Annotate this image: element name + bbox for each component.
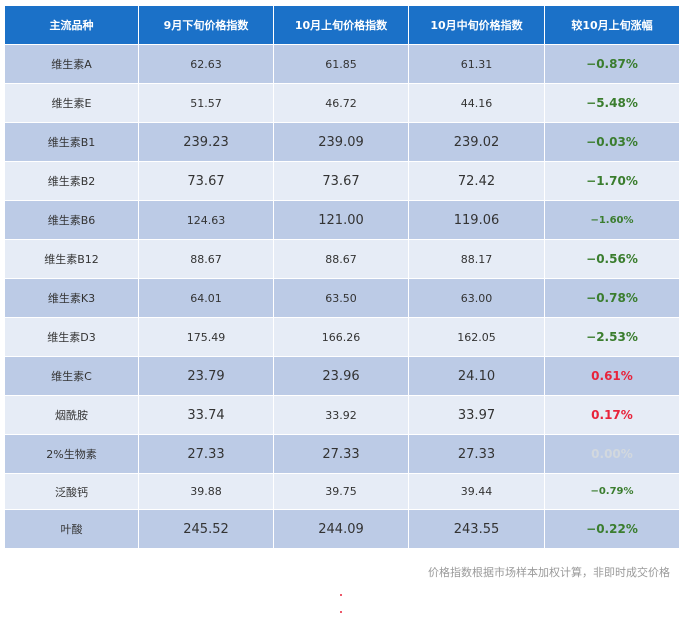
table-row: 维生素B2 73.67 73.67 72.42 −1.70% [4, 161, 680, 201]
table-row: 维生素E 51.57 46.72 44.16 −5.48% [4, 83, 680, 123]
oct-mid-index-cell: 72.42 [408, 161, 545, 201]
change-cell: −0.87% [544, 44, 680, 84]
change-cell: −0.78% [544, 278, 680, 318]
table-row: 维生素K3 64.01 63.50 63.00 −0.78% [4, 278, 680, 318]
oct-early-index-cell: 239.09 [273, 122, 409, 162]
table-row: 维生素A 62.63 61.85 61.31 −0.87% [4, 44, 680, 84]
change-cell: −1.60% [544, 200, 680, 240]
oct-mid-index-cell: 27.33 [408, 434, 545, 474]
sep-index-cell: 39.88 [138, 473, 274, 510]
oct-early-index-cell: 244.09 [273, 509, 409, 549]
sep-index-cell: 88.67 [138, 239, 274, 279]
sep-index-cell: 27.33 [138, 434, 274, 474]
change-cell: −2.53% [544, 317, 680, 357]
sep-index-cell: 73.67 [138, 161, 274, 201]
variety-cell: 维生素B12 [4, 239, 139, 279]
variety-cell: 维生素E [4, 83, 139, 123]
header-sep-late: 9月下旬价格指数 [138, 5, 274, 45]
change-cell: −0.03% [544, 122, 680, 162]
table-row: 维生素B12 88.67 88.67 88.17 −0.56% [4, 239, 680, 279]
table-row: 维生素C 23.79 23.96 24.10 0.61% [4, 356, 680, 396]
sep-index-cell: 62.63 [138, 44, 274, 84]
variety-cell: 维生素B2 [4, 161, 139, 201]
oct-mid-index-cell: 24.10 [408, 356, 545, 396]
table-row: 维生素B1 239.23 239.09 239.02 −0.03% [4, 122, 680, 162]
variety-cell: 泛酸钙 [4, 473, 139, 510]
table-row: 泛酸钙 39.88 39.75 39.44 −0.79% [4, 473, 680, 510]
header-oct-early: 10月上旬价格指数 [273, 5, 409, 45]
decorative-dot [340, 611, 342, 613]
variety-cell: 维生素B1 [4, 122, 139, 162]
oct-mid-index-cell: 44.16 [408, 83, 545, 123]
table-row: 2%生物素 27.33 27.33 27.33 0.00% [4, 434, 680, 474]
table-row: 维生素B6 124.63 121.00 119.06 −1.60% [4, 200, 680, 240]
footnote: 价格指数根据市场样本加权计算，非即时成交价格 [428, 566, 670, 579]
sep-index-cell: 239.23 [138, 122, 274, 162]
change-cell: 0.61% [544, 356, 680, 396]
oct-early-index-cell: 121.00 [273, 200, 409, 240]
oct-early-index-cell: 46.72 [273, 83, 409, 123]
sep-index-cell: 23.79 [138, 356, 274, 396]
header-oct-mid: 10月中旬价格指数 [408, 5, 545, 45]
oct-early-index-cell: 27.33 [273, 434, 409, 474]
change-cell: 0.00% [544, 434, 680, 474]
oct-early-index-cell: 23.96 [273, 356, 409, 396]
oct-early-index-cell: 39.75 [273, 473, 409, 510]
table-row: 烟酰胺 33.74 33.92 33.97 0.17% [4, 395, 680, 435]
variety-cell: 叶酸 [4, 509, 139, 549]
sep-index-cell: 175.49 [138, 317, 274, 357]
oct-mid-index-cell: 243.55 [408, 509, 545, 549]
oct-mid-index-cell: 119.06 [408, 200, 545, 240]
table-row: 维生素D3 175.49 166.26 162.05 −2.53% [4, 317, 680, 357]
oct-early-index-cell: 33.92 [273, 395, 409, 435]
variety-cell: 2%生物素 [4, 434, 139, 474]
sep-index-cell: 245.52 [138, 509, 274, 549]
oct-early-index-cell: 73.67 [273, 161, 409, 201]
oct-mid-index-cell: 162.05 [408, 317, 545, 357]
change-cell: −0.79% [544, 473, 680, 510]
oct-mid-index-cell: 63.00 [408, 278, 545, 318]
oct-mid-index-cell: 61.31 [408, 44, 545, 84]
vitamin-price-index-table: 主流品种 9月下旬价格指数 10月上旬价格指数 10月中旬价格指数 较10月上旬… [4, 5, 680, 549]
table-row: 叶酸 245.52 244.09 243.55 −0.22% [4, 509, 680, 549]
change-cell: −0.56% [544, 239, 680, 279]
oct-early-index-cell: 88.67 [273, 239, 409, 279]
variety-cell: 维生素K3 [4, 278, 139, 318]
sep-index-cell: 124.63 [138, 200, 274, 240]
oct-early-index-cell: 166.26 [273, 317, 409, 357]
sep-index-cell: 64.01 [138, 278, 274, 318]
change-cell: 0.17% [544, 395, 680, 435]
sep-index-cell: 51.57 [138, 83, 274, 123]
change-cell: −1.70% [544, 161, 680, 201]
variety-cell: 维生素C [4, 356, 139, 396]
oct-early-index-cell: 63.50 [273, 278, 409, 318]
oct-early-index-cell: 61.85 [273, 44, 409, 84]
variety-cell: 维生素A [4, 44, 139, 84]
table-header-row: 主流品种 9月下旬价格指数 10月上旬价格指数 10月中旬价格指数 较10月上旬… [4, 5, 680, 45]
header-variety: 主流品种 [4, 5, 139, 45]
oct-mid-index-cell: 88.17 [408, 239, 545, 279]
oct-mid-index-cell: 33.97 [408, 395, 545, 435]
oct-mid-index-cell: 239.02 [408, 122, 545, 162]
change-cell: −5.48% [544, 83, 680, 123]
change-cell: −0.22% [544, 509, 680, 549]
decorative-dot [340, 594, 342, 596]
oct-mid-index-cell: 39.44 [408, 473, 545, 510]
sep-index-cell: 33.74 [138, 395, 274, 435]
variety-cell: 维生素D3 [4, 317, 139, 357]
header-change: 较10月上旬涨幅 [544, 5, 680, 45]
variety-cell: 维生素B6 [4, 200, 139, 240]
variety-cell: 烟酰胺 [4, 395, 139, 435]
